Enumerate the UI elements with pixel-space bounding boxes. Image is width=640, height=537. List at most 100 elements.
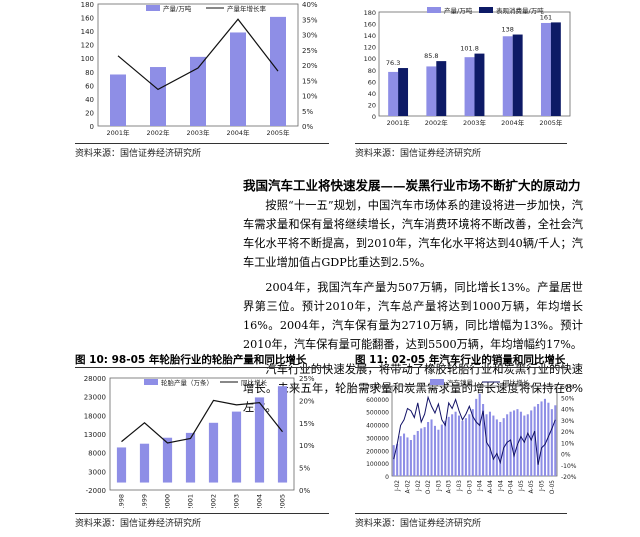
y2-tick-3: 15% bbox=[302, 77, 318, 85]
y2-tick-0: -20% bbox=[561, 474, 577, 481]
y-tick-3: 13000 bbox=[84, 431, 106, 439]
y2-tick-3: 10% bbox=[561, 440, 575, 447]
chart-auto-sales: 0 100000 200000 300000 400000 500000 600000 700… bbox=[366, 378, 577, 495]
x-tick-9: A-04 bbox=[488, 480, 494, 494]
legend-production-label: 产量/万吨 bbox=[163, 4, 192, 13]
y2-tick-2: 0% bbox=[561, 452, 571, 459]
paragraph-1: 按照“十一五”规划，中国汽车市场体系的建设将进一步加快，汽车需求量和保有量将继续… bbox=[243, 199, 583, 269]
paragraph-2: 2004年，我国汽车产量为507万辆，同比增长13%。产量居世界第三位。预计20… bbox=[243, 281, 583, 351]
y-tick-9: 180 bbox=[81, 1, 94, 9]
bar-consumption-3 bbox=[512, 34, 523, 116]
bar-1 bbox=[150, 67, 166, 126]
y-tick-6: 120 bbox=[81, 42, 94, 50]
figure10-title: 图 10: 98-05 年轮胎行业的轮胎产量和同比增长 bbox=[75, 354, 307, 366]
x-tick-2: 2003年 bbox=[463, 118, 487, 127]
body-text: 按照“十一五”规划，中国汽车市场体系的建设将进一步加快，汽车需求量和保有量将继续… bbox=[243, 196, 583, 423]
bar-47 bbox=[554, 405, 557, 476]
y-tick-2: 200000 bbox=[366, 448, 389, 455]
bar-consumption-2 bbox=[474, 53, 485, 116]
divider-bottom-left bbox=[75, 513, 329, 514]
source-note-3: 资料来源：国信证券经济研究所 bbox=[75, 519, 202, 529]
y-tick-1: 100000 bbox=[366, 461, 389, 468]
x-tick-4: J-03 bbox=[436, 480, 442, 492]
y-tick-2: 8000 bbox=[88, 450, 106, 458]
y2-tick-2: 10% bbox=[299, 442, 315, 450]
bar-production-1 bbox=[426, 66, 437, 116]
y-tick-9: 180 bbox=[364, 9, 376, 17]
bar-0 bbox=[110, 74, 126, 126]
y-tick-5: 500000 bbox=[366, 410, 389, 417]
legend-tyre-label: 轮胎产量（万条） bbox=[161, 378, 213, 387]
bar-41 bbox=[533, 406, 536, 476]
legend-sales-swatch bbox=[430, 379, 444, 385]
bar-36 bbox=[516, 409, 519, 476]
legend-consumption-label: 表观消费量/万吨 bbox=[496, 6, 544, 15]
plot-frame bbox=[391, 385, 558, 477]
y-tick-0: -2000 bbox=[86, 487, 106, 495]
bar-1 bbox=[139, 443, 150, 483]
x-tick-1: 1999 bbox=[141, 494, 149, 508]
bar-11 bbox=[430, 419, 433, 476]
y2-tick-6: 30% bbox=[302, 32, 318, 40]
bar-6 bbox=[413, 434, 416, 476]
x-tick-7: O-03 bbox=[467, 480, 473, 495]
legend-production-label: 产量/万吨 bbox=[444, 6, 473, 15]
divider-top-left bbox=[75, 143, 329, 144]
bar-consumption-0 bbox=[398, 68, 409, 116]
y2-tick-1: 5% bbox=[299, 465, 310, 473]
legend-production-swatch bbox=[146, 5, 160, 11]
data-label-2: 101.8 bbox=[460, 45, 479, 53]
figure11-title: 图 11: 02-05 年汽车行业的销量和同比增长 bbox=[355, 354, 566, 366]
y-tick-5: 100 bbox=[364, 55, 376, 63]
figure10-title-rule bbox=[75, 367, 329, 368]
chart-tyre-production: -2000 3000 8000 13000 18000 23000 28000 0% 5% 10%… bbox=[84, 375, 315, 508]
legend-sales-label: 汽车销量 bbox=[447, 378, 474, 387]
y-tick-4: 400000 bbox=[366, 423, 389, 430]
y-tick-0: 0 bbox=[385, 474, 389, 481]
y2-tick-1: -10% bbox=[561, 463, 577, 470]
x-tick-0: J-02 bbox=[395, 480, 401, 492]
bar-2 bbox=[399, 436, 402, 476]
bar-23 bbox=[471, 409, 474, 476]
legend-growth-label: 同比增长 bbox=[503, 378, 530, 387]
y-tick-2: 40 bbox=[368, 90, 376, 98]
bar-production-2 bbox=[464, 57, 475, 116]
bar-22 bbox=[468, 414, 471, 476]
y2-tick-7: 35% bbox=[302, 16, 318, 24]
bar-production-3 bbox=[502, 36, 513, 117]
section-heading: 我国汽车工业将快速发展——炭黑行业市场不断扩大的原动力 bbox=[243, 178, 581, 193]
bar-5 bbox=[409, 440, 412, 476]
data-label-0: 76.3 bbox=[386, 59, 400, 67]
y-tick-2: 40 bbox=[85, 96, 94, 104]
bar-21 bbox=[464, 418, 467, 476]
y2-tick-3: 15% bbox=[299, 420, 315, 428]
y-tick-0: 0 bbox=[372, 113, 376, 121]
y-tick-1: 3000 bbox=[88, 468, 106, 476]
x-tick-0: 1998 bbox=[118, 494, 126, 508]
bar-39 bbox=[526, 414, 529, 476]
legend-production-swatch bbox=[427, 7, 441, 13]
bar-33 bbox=[506, 414, 509, 476]
paragraph-3: 汽车行业的快速发展，将带动了橡胶轮胎行业和炭黑行业的快速增长。未来五年，轮胎需求… bbox=[243, 363, 583, 414]
source-note-4: 资料来源：国信证券经济研究所 bbox=[355, 519, 482, 529]
y2-tick-1: 5% bbox=[302, 108, 313, 116]
source-note-2: 资料来源：国信证券经济研究所 bbox=[355, 149, 482, 159]
bar-44 bbox=[543, 398, 546, 476]
growth-line bbox=[117, 18, 279, 91]
y2-tick-4: 20% bbox=[302, 62, 318, 70]
bar-4 bbox=[270, 16, 286, 126]
bar-3 bbox=[230, 32, 246, 126]
bar-production-4 bbox=[540, 22, 551, 117]
y-tick-7: 140 bbox=[81, 28, 94, 36]
bar-0 bbox=[116, 447, 127, 483]
x-tick-10: J-04 bbox=[498, 480, 504, 492]
bar-26 bbox=[482, 404, 485, 476]
x-tick-6: J-03 bbox=[457, 480, 463, 492]
y-tick-4: 80 bbox=[85, 69, 94, 77]
source-note-1: 资料来源：国信证券经济研究所 bbox=[75, 149, 202, 159]
bar-35 bbox=[513, 410, 516, 476]
y-tick-6: 120 bbox=[364, 44, 376, 52]
bar-16 bbox=[447, 416, 450, 476]
bar-2 bbox=[190, 56, 206, 126]
data-label-1: 85.8 bbox=[424, 52, 438, 60]
